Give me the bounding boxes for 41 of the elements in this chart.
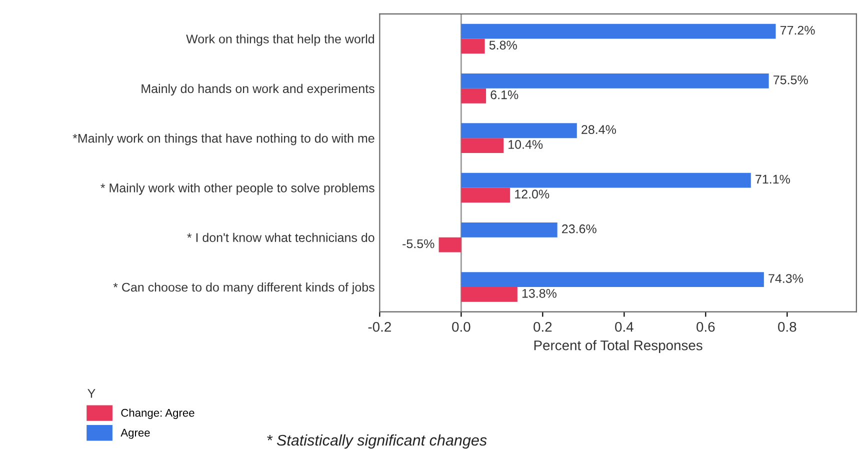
bar	[438, 237, 462, 252]
legend-label: Change: Agree	[121, 408, 194, 419]
bar	[461, 123, 577, 138]
data-label: -5.5%	[402, 239, 434, 248]
bar	[461, 272, 764, 288]
y-tick-label: * Mainly work with other people to solve problems	[100, 183, 374, 195]
data-label: 23.6%	[562, 224, 596, 234]
data-label: 28.4%	[582, 125, 616, 134]
bar	[461, 222, 558, 238]
data-label: 13.8%	[522, 288, 556, 298]
data-label: 71.1%	[756, 174, 790, 184]
y-tick-label: Work on things that help the world	[186, 34, 374, 46]
x-tick-label: 0.4	[615, 322, 634, 332]
bar	[461, 188, 510, 203]
y-tick-label: * I don't know what technicians do	[187, 232, 374, 242]
y-tick-label: Mainly do hands on work and experiments	[142, 84, 374, 96]
data-label: 77.2%	[780, 26, 815, 35]
x-tick-label: 0.2	[534, 322, 552, 332]
x-tick-label: 0.8	[778, 322, 796, 332]
bar	[461, 172, 751, 188]
y-tick-label: *Mainly work on things that have nothing to do with me	[72, 134, 374, 146]
legend-title: Y	[88, 389, 96, 398]
legend-label: Agree	[120, 428, 150, 439]
x-tick-label: 0.6	[696, 322, 715, 332]
text: * Statistically significant changes	[267, 434, 487, 449]
data-label: 12.0%	[515, 190, 550, 199]
data-label: 74.3%	[768, 274, 803, 283]
x-tick-label: 0.0	[452, 322, 470, 332]
x-tick-label: -0.2	[368, 322, 391, 332]
bar	[461, 24, 776, 39]
y-tick-label: * Can choose to do many different kinds of jobs	[113, 282, 374, 294]
data-label: 10.4%	[508, 140, 543, 149]
data-label: 6.1%	[490, 90, 518, 100]
bar	[461, 287, 518, 302]
bar	[461, 74, 769, 88]
data-label: 75.5%	[774, 76, 808, 84]
bar	[461, 88, 486, 104]
bar	[461, 38, 485, 54]
data-label: 5.8%	[489, 40, 517, 50]
x-axis-title: Percent of Total Responses	[534, 340, 702, 354]
bar	[461, 138, 504, 153]
